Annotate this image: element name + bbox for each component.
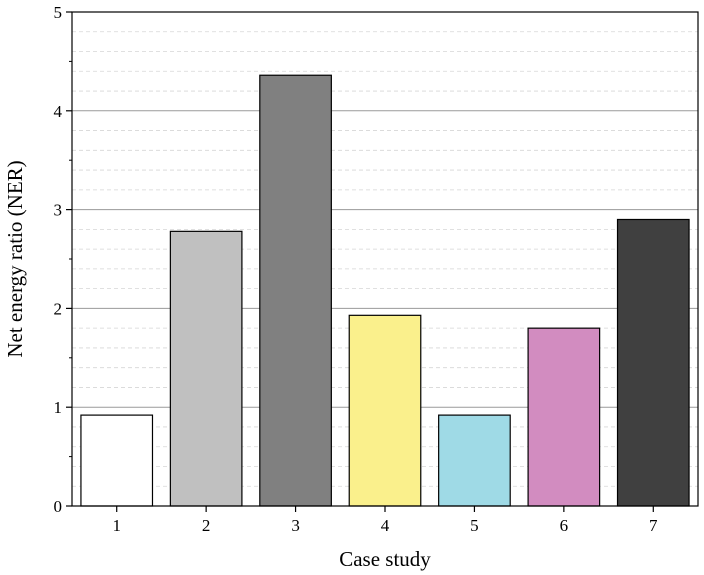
- y-tick-label: 3: [54, 201, 63, 220]
- x-tick-label: 2: [202, 516, 211, 535]
- axis-ticks: [66, 11, 654, 512]
- x-tick-label: 1: [112, 516, 121, 535]
- tick-labels: 0 1 2 3 4 5 1 2 3 4 5 6 7: [54, 3, 659, 535]
- y-tick-label: 5: [54, 3, 63, 22]
- y-tick-label: 0: [54, 497, 63, 516]
- x-tick-label: 7: [649, 516, 658, 535]
- bar-case-7: [616, 218, 690, 507]
- bar-case-1: [80, 414, 154, 507]
- y-axis-title: Net energy ratio (NER): [3, 160, 27, 357]
- bar-case-3: [259, 74, 332, 507]
- x-tick-label: 5: [470, 516, 479, 535]
- bar-case-4: [348, 314, 422, 507]
- bar-case-6: [527, 327, 601, 507]
- x-tick-label: 6: [560, 516, 569, 535]
- bar-case-5: [438, 414, 511, 507]
- bar-case-2: [169, 230, 243, 507]
- x-axis-title: Case study: [339, 547, 431, 571]
- y-tick-label: 2: [54, 299, 63, 318]
- y-tick-label: 4: [54, 102, 63, 121]
- bars: [80, 74, 690, 507]
- x-tick-label: 4: [381, 516, 390, 535]
- y-tick-label: 1: [54, 398, 63, 417]
- x-tick-label: 3: [291, 516, 300, 535]
